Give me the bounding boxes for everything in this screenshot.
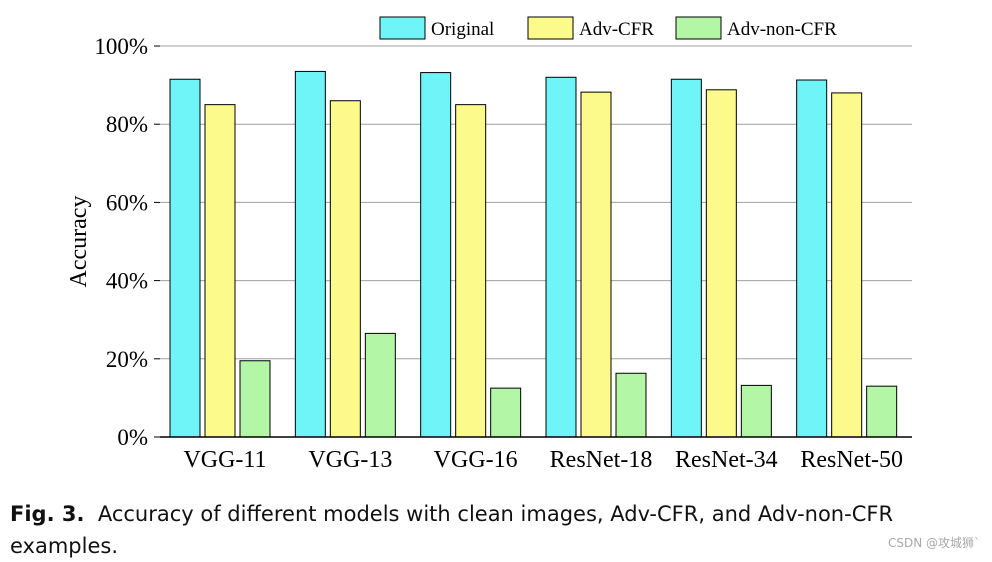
- legend-label: Adv-CFR: [579, 19, 654, 40]
- bar-adv-non-cfr-resnet-50: [866, 385, 898, 438]
- legend-swatch: [379, 16, 426, 40]
- bar-adv-non-cfr-resnet-34: [740, 384, 772, 438]
- bar-chart: 0% 20% 40% 60% 80% 100% VGG-11 VGG-13 VGG-16 Res…: [66, 16, 912, 473]
- y-axis-label: Accuracy: [66, 196, 92, 288]
- legend-label: Adv-non-CFR: [727, 19, 837, 40]
- x-category-label: ResNet-34: [675, 447, 778, 473]
- bar-original-resnet-50: [796, 79, 828, 438]
- bar-adv-cfr-resnet-18: [580, 91, 612, 438]
- bar-original-vgg-13: [294, 70, 326, 438]
- x-axis-categories: VGG-11 VGG-13 VGG-16 ResNet-18 ResNet-34 ResN…: [183, 447, 903, 473]
- bar-adv-cfr-resnet-50: [831, 92, 863, 438]
- bar-original-vgg-11: [169, 78, 201, 438]
- bar-adv-non-cfr-vgg-13: [364, 332, 396, 438]
- bar-adv-cfr-vgg-11: [204, 104, 236, 438]
- y-tick-label: 100%: [94, 34, 148, 59]
- legend: Original Adv-CFR Adv-non-CFR: [379, 16, 837, 40]
- legend-swatch: [675, 16, 722, 40]
- y-axis-ticks: 0% 20% 40% 60% 80% 100%: [94, 34, 160, 450]
- bar-adv-non-cfr-resnet-18: [615, 372, 647, 438]
- bar-adv-non-cfr-vgg-11: [239, 360, 271, 438]
- x-category-label: VGG-11: [183, 447, 266, 473]
- watermark: CSDN @攻城狮`: [887, 536, 980, 550]
- y-tick-label: 0%: [117, 425, 148, 450]
- bar-original-resnet-34: [670, 78, 702, 438]
- x-category-label: ResNet-50: [800, 447, 903, 473]
- bars: [169, 70, 898, 438]
- gridlines: [160, 45, 912, 360]
- figure-caption: Fig. 3. Accuracy of different models wit…: [10, 498, 985, 562]
- y-tick-label: 20%: [106, 347, 148, 372]
- y-tick-label: 80%: [106, 112, 148, 137]
- legend-label: Original: [431, 19, 494, 40]
- bar-adv-non-cfr-vgg-16: [490, 387, 522, 438]
- x-category-label: VGG-13: [308, 447, 392, 473]
- bar-adv-cfr-resnet-34: [705, 89, 737, 438]
- y-tick-label: 40%: [106, 269, 148, 294]
- caption-text: Accuracy of different models with clean …: [10, 502, 894, 558]
- bar-original-vgg-16: [420, 72, 452, 438]
- y-tick-label: 60%: [106, 190, 148, 215]
- bar-original-resnet-18: [545, 76, 577, 438]
- caption-label: Fig. 3.: [10, 502, 85, 526]
- bar-adv-cfr-vgg-16: [455, 104, 487, 438]
- x-category-label: ResNet-18: [550, 447, 653, 473]
- legend-swatch: [527, 16, 574, 40]
- x-category-label: VGG-16: [434, 447, 518, 473]
- bar-adv-cfr-vgg-13: [329, 100, 361, 438]
